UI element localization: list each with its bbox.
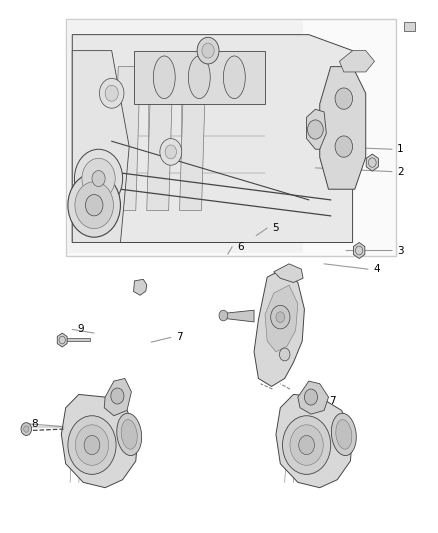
Polygon shape bbox=[298, 381, 328, 414]
Circle shape bbox=[24, 426, 29, 432]
Circle shape bbox=[197, 37, 219, 64]
Bar bbox=[404, 22, 415, 31]
Ellipse shape bbox=[153, 56, 175, 99]
Polygon shape bbox=[72, 51, 129, 243]
Polygon shape bbox=[353, 243, 365, 259]
Circle shape bbox=[21, 423, 32, 435]
Circle shape bbox=[271, 305, 290, 329]
Polygon shape bbox=[114, 67, 140, 211]
Text: 6: 6 bbox=[237, 242, 244, 252]
Circle shape bbox=[111, 388, 124, 404]
Circle shape bbox=[105, 85, 118, 101]
Bar bbox=[66, 19, 396, 256]
Circle shape bbox=[290, 425, 323, 465]
Bar bbox=[68, 21, 303, 253]
Ellipse shape bbox=[117, 413, 141, 456]
Polygon shape bbox=[276, 394, 353, 488]
Circle shape bbox=[59, 336, 65, 344]
Ellipse shape bbox=[223, 56, 245, 99]
Text: 3: 3 bbox=[397, 246, 404, 255]
Text: 9: 9 bbox=[78, 325, 84, 334]
Circle shape bbox=[85, 195, 103, 216]
Circle shape bbox=[368, 158, 376, 167]
Circle shape bbox=[335, 136, 353, 157]
Text: 2: 2 bbox=[397, 167, 404, 176]
Circle shape bbox=[68, 173, 120, 237]
Circle shape bbox=[75, 182, 113, 229]
Circle shape bbox=[307, 120, 323, 139]
Ellipse shape bbox=[332, 413, 356, 456]
Circle shape bbox=[356, 246, 363, 255]
Polygon shape bbox=[104, 378, 131, 416]
Polygon shape bbox=[307, 109, 326, 149]
Circle shape bbox=[279, 348, 290, 361]
Text: 7: 7 bbox=[329, 396, 336, 406]
Circle shape bbox=[276, 312, 285, 322]
Ellipse shape bbox=[121, 419, 137, 449]
Circle shape bbox=[75, 425, 109, 465]
Text: 8: 8 bbox=[32, 419, 38, 429]
Text: 7: 7 bbox=[176, 333, 183, 342]
Polygon shape bbox=[134, 279, 147, 295]
Polygon shape bbox=[254, 269, 304, 386]
Polygon shape bbox=[81, 67, 107, 211]
Circle shape bbox=[165, 145, 177, 159]
Polygon shape bbox=[57, 333, 67, 347]
Circle shape bbox=[283, 416, 331, 474]
Circle shape bbox=[82, 158, 115, 199]
Circle shape bbox=[74, 149, 123, 208]
Circle shape bbox=[219, 310, 228, 321]
Polygon shape bbox=[64, 338, 90, 341]
Bar bbox=[134, 51, 265, 104]
Circle shape bbox=[304, 389, 318, 405]
Circle shape bbox=[299, 435, 314, 455]
Polygon shape bbox=[72, 35, 353, 243]
Polygon shape bbox=[265, 285, 298, 352]
Circle shape bbox=[335, 88, 353, 109]
Text: 4: 4 bbox=[373, 264, 380, 274]
Polygon shape bbox=[339, 51, 374, 72]
Polygon shape bbox=[223, 310, 254, 322]
Circle shape bbox=[99, 78, 124, 108]
Polygon shape bbox=[180, 67, 206, 211]
Polygon shape bbox=[61, 394, 138, 488]
Text: 5: 5 bbox=[272, 223, 279, 233]
Circle shape bbox=[68, 416, 116, 474]
Text: 1: 1 bbox=[397, 144, 404, 154]
Ellipse shape bbox=[188, 56, 210, 99]
Ellipse shape bbox=[336, 419, 352, 449]
Circle shape bbox=[92, 171, 105, 187]
Circle shape bbox=[202, 43, 214, 58]
Polygon shape bbox=[274, 264, 303, 282]
Polygon shape bbox=[366, 154, 378, 171]
Circle shape bbox=[160, 139, 182, 165]
Polygon shape bbox=[320, 67, 366, 189]
Circle shape bbox=[84, 435, 100, 455]
Polygon shape bbox=[147, 67, 173, 211]
